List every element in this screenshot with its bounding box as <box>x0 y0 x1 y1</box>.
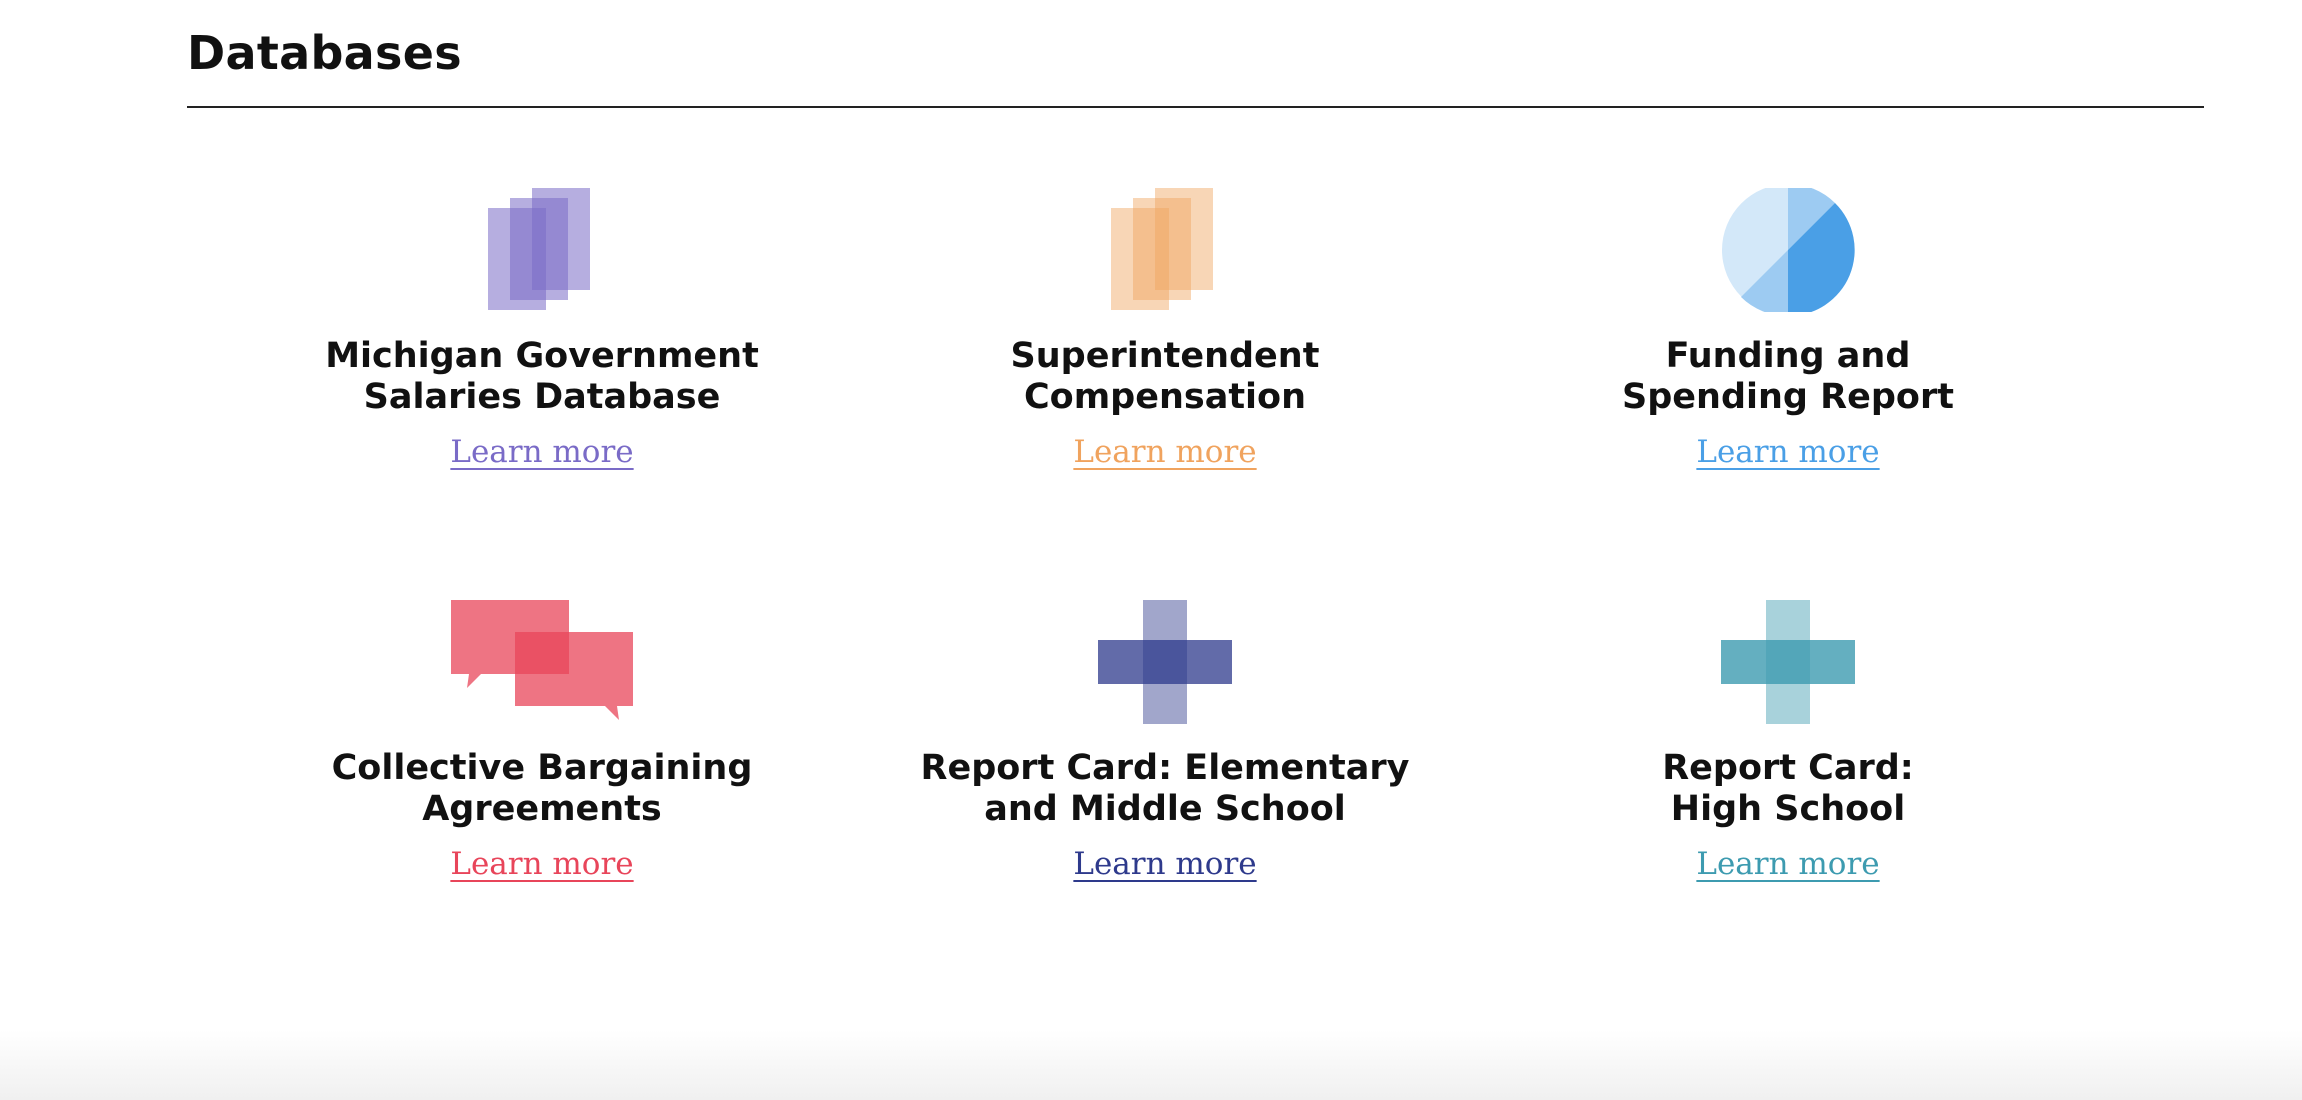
card-funding-spending-report: Funding and Spending Report Learn more <box>1508 188 2068 470</box>
card-title: Report Card: Elementary and Middle Schoo… <box>920 748 1410 829</box>
card-title: Michigan Government Salaries Database <box>325 336 759 417</box>
stacked-documents-icon <box>1111 188 1213 310</box>
plus-cross-icon <box>1721 600 1855 724</box>
card-collective-bargaining: Collective Bargaining Agreements Learn m… <box>262 600 822 882</box>
card-title: Collective Bargaining Agreements <box>331 748 753 829</box>
bottom-fade <box>0 1030 2302 1100</box>
card-superintendent-compensation: Superintendent Compensation Learn more <box>885 188 1445 470</box>
learn-more-link[interactable]: Learn more <box>450 434 634 470</box>
stacked-documents-icon <box>488 188 590 310</box>
card-michigan-government-salaries: Michigan Government Salaries Database Le… <box>262 188 822 470</box>
card-title: Superintendent Compensation <box>1010 336 1320 417</box>
card-title: Funding and Spending Report <box>1622 336 1954 417</box>
learn-more-link[interactable]: Learn more <box>1073 846 1257 882</box>
learn-more-link[interactable]: Learn more <box>1696 846 1880 882</box>
card-title: Report Card: High School <box>1662 748 1914 829</box>
card-report-card-high-school: Report Card: High School Learn more <box>1508 600 2068 882</box>
learn-more-link[interactable]: Learn more <box>1073 434 1257 470</box>
learn-more-link[interactable]: Learn more <box>1696 434 1880 470</box>
learn-more-link[interactable]: Learn more <box>450 846 634 882</box>
section-title: Databases <box>187 26 462 80</box>
pie-chart-icon <box>1722 188 1855 312</box>
section-divider <box>187 106 2204 108</box>
plus-cross-icon <box>1098 600 1232 724</box>
chat-bubbles-icon <box>451 600 633 720</box>
card-report-card-elementary-middle: Report Card: Elementary and Middle Schoo… <box>885 600 1445 882</box>
